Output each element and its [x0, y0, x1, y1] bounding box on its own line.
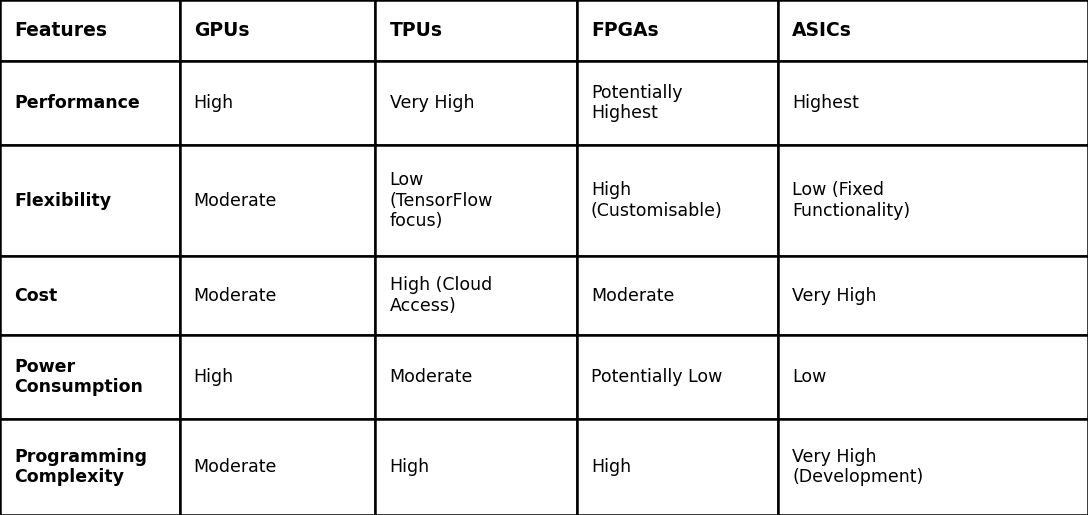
Text: Moderate: Moderate [591, 287, 675, 305]
Text: High: High [194, 94, 234, 112]
Bar [180, 256, 375, 335]
Bar [375, 0, 577, 61]
Text: Features: Features [14, 21, 107, 40]
Text: High: High [591, 458, 631, 476]
Bar [778, 61, 1088, 145]
Bar [0, 419, 180, 515]
Bar [577, 335, 778, 419]
Text: Low
(TensorFlow
focus): Low (TensorFlow focus) [390, 171, 493, 231]
Text: High: High [194, 368, 234, 386]
Bar [778, 419, 1088, 515]
Bar [0, 256, 180, 335]
Bar [577, 0, 778, 61]
Bar [778, 256, 1088, 335]
Bar [375, 419, 577, 515]
Bar [375, 256, 577, 335]
Text: Very High
(Development): Very High (Development) [792, 448, 924, 486]
Bar [0, 145, 180, 256]
Bar [180, 145, 375, 256]
Bar [0, 0, 180, 61]
Bar [180, 335, 375, 419]
Text: Potentially Low: Potentially Low [591, 368, 722, 386]
Text: Cost: Cost [14, 287, 58, 305]
Bar [577, 419, 778, 515]
Text: ASICs: ASICs [792, 21, 852, 40]
Bar [577, 61, 778, 145]
Text: Programming
Complexity: Programming Complexity [14, 448, 147, 486]
Text: High (Cloud
Access): High (Cloud Access) [390, 277, 492, 315]
Text: Highest: Highest [792, 94, 858, 112]
Text: Moderate: Moderate [194, 192, 277, 210]
Bar [778, 0, 1088, 61]
Bar [0, 335, 180, 419]
Text: Low (Fixed
Functionality): Low (Fixed Functionality) [792, 181, 911, 220]
Bar [180, 419, 375, 515]
Bar [778, 335, 1088, 419]
Text: Performance: Performance [14, 94, 140, 112]
Text: Very High: Very High [390, 94, 474, 112]
Text: Very High: Very High [792, 287, 877, 305]
Bar [375, 335, 577, 419]
Text: TPUs: TPUs [390, 21, 443, 40]
Text: Moderate: Moderate [194, 287, 277, 305]
Bar [180, 61, 375, 145]
Text: Potentially
Highest: Potentially Highest [591, 83, 682, 123]
Bar [577, 256, 778, 335]
Bar [180, 0, 375, 61]
Bar [577, 145, 778, 256]
Text: GPUs: GPUs [194, 21, 249, 40]
Text: High: High [390, 458, 430, 476]
Text: Power
Consumption: Power Consumption [14, 357, 143, 397]
Text: Moderate: Moderate [390, 368, 473, 386]
Bar [375, 61, 577, 145]
Bar [375, 145, 577, 256]
Text: FPGAs: FPGAs [591, 21, 658, 40]
Bar [778, 145, 1088, 256]
Bar [0, 61, 180, 145]
Text: Moderate: Moderate [194, 458, 277, 476]
Text: High
(Customisable): High (Customisable) [591, 181, 722, 220]
Text: Low: Low [792, 368, 827, 386]
Text: Flexibility: Flexibility [14, 192, 111, 210]
